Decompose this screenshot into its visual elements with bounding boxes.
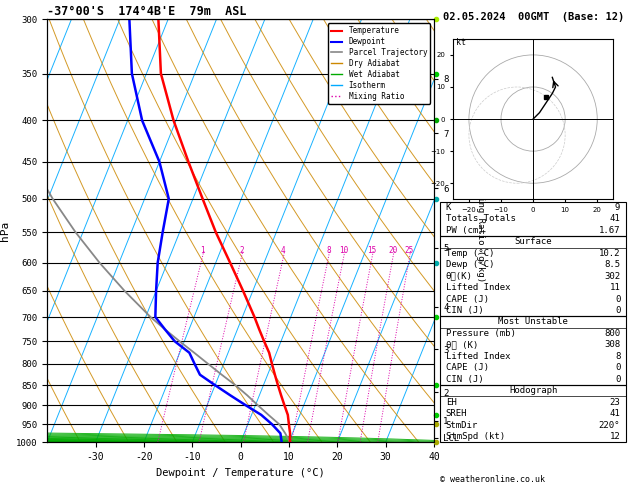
Text: 8: 8 — [326, 246, 331, 255]
Text: SREH: SREH — [446, 409, 467, 418]
Text: Temp (°C): Temp (°C) — [446, 249, 494, 258]
Text: StmSpd (kt): StmSpd (kt) — [446, 432, 505, 441]
Text: K: K — [446, 203, 451, 212]
Text: 1.67: 1.67 — [599, 226, 620, 235]
Text: 0: 0 — [615, 375, 620, 384]
Text: StmDir: StmDir — [446, 420, 478, 430]
Text: 9: 9 — [615, 203, 620, 212]
Y-axis label: Mixing Ratio (g/kg): Mixing Ratio (g/kg) — [476, 180, 485, 282]
Text: 15: 15 — [367, 246, 377, 255]
Text: Surface: Surface — [515, 237, 552, 246]
Text: 41: 41 — [610, 214, 620, 224]
Text: 02.05.2024  00GMT  (Base: 12): 02.05.2024 00GMT (Base: 12) — [443, 12, 625, 22]
Text: 11: 11 — [610, 283, 620, 292]
Text: 41: 41 — [610, 409, 620, 418]
Text: θᴀ(K): θᴀ(K) — [446, 272, 473, 280]
Text: 220°: 220° — [599, 420, 620, 430]
Text: 12: 12 — [610, 432, 620, 441]
Bar — [440, 385, 626, 442]
Text: 8.5: 8.5 — [604, 260, 620, 269]
Text: 8: 8 — [615, 352, 620, 361]
Text: Most Unstable: Most Unstable — [498, 317, 568, 327]
Text: 20: 20 — [388, 246, 398, 255]
Text: EH: EH — [446, 398, 457, 407]
Text: 302: 302 — [604, 272, 620, 280]
Text: 23: 23 — [610, 398, 620, 407]
Text: 800: 800 — [604, 329, 620, 338]
Text: CAPE (J): CAPE (J) — [446, 295, 489, 304]
Text: 2: 2 — [239, 246, 244, 255]
Text: © weatheronline.co.uk: © weatheronline.co.uk — [440, 474, 545, 484]
Text: Totals Totals: Totals Totals — [446, 214, 516, 224]
Text: 308: 308 — [604, 340, 620, 349]
Text: 0: 0 — [615, 364, 620, 372]
Text: CIN (J): CIN (J) — [446, 306, 484, 315]
Text: Pressure (mb): Pressure (mb) — [446, 329, 516, 338]
Text: PW (cm): PW (cm) — [446, 226, 484, 235]
Y-axis label: hPa: hPa — [1, 221, 11, 241]
Bar — [440, 316, 626, 385]
Text: 4: 4 — [281, 246, 286, 255]
Text: 0: 0 — [615, 295, 620, 304]
Text: -37°00'S  174°4B'E  79m  ASL: -37°00'S 174°4B'E 79m ASL — [47, 5, 247, 18]
Text: 10: 10 — [339, 246, 348, 255]
Text: 25: 25 — [405, 246, 414, 255]
Text: Dewp (°C): Dewp (°C) — [446, 260, 494, 269]
Text: 1: 1 — [200, 246, 204, 255]
Text: Lifted Index: Lifted Index — [446, 283, 510, 292]
X-axis label: Dewpoint / Temperature (°C): Dewpoint / Temperature (°C) — [156, 468, 325, 478]
Text: Lifted Index: Lifted Index — [446, 352, 510, 361]
Bar — [440, 202, 626, 236]
Text: Hodograph: Hodograph — [509, 386, 557, 395]
Text: 10.2: 10.2 — [599, 249, 620, 258]
Bar — [440, 236, 626, 316]
Text: CIN (J): CIN (J) — [446, 375, 484, 384]
Legend: Temperature, Dewpoint, Parcel Trajectory, Dry Adiabat, Wet Adiabat, Isotherm, Mi: Temperature, Dewpoint, Parcel Trajectory… — [328, 23, 430, 104]
Text: 0: 0 — [615, 306, 620, 315]
Text: kt: kt — [456, 38, 466, 47]
Text: CAPE (J): CAPE (J) — [446, 364, 489, 372]
Text: θᴀ (K): θᴀ (K) — [446, 340, 478, 349]
